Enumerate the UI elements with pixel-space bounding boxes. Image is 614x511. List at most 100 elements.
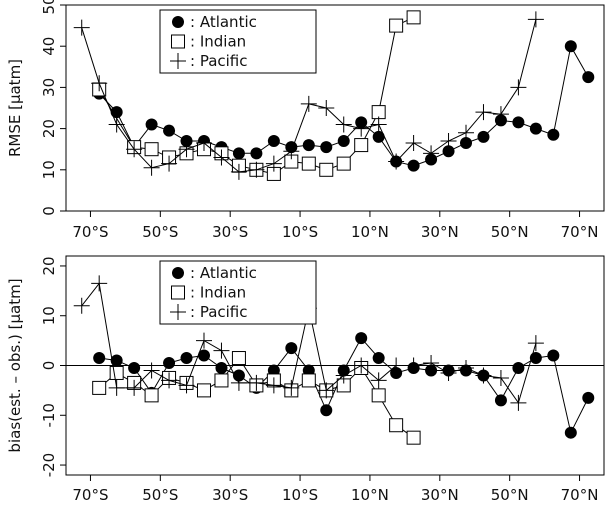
- y-tick-label: 0: [40, 361, 58, 371]
- x-tick-label: 70°S: [72, 486, 108, 504]
- x-tick-label: 70°N: [561, 223, 599, 241]
- data-point: [126, 141, 143, 158]
- legend-label: : Pacific: [190, 303, 248, 321]
- data-point: [372, 130, 385, 143]
- data-point: [353, 120, 370, 137]
- data-point: [301, 156, 316, 171]
- series-plus: [73, 275, 544, 411]
- data-point: [389, 18, 404, 33]
- data-point: [144, 142, 159, 157]
- data-point: [163, 357, 176, 370]
- legend-label: : Indian: [190, 33, 246, 51]
- x-tick-label: 10°S: [282, 486, 318, 504]
- data-point: [300, 95, 317, 112]
- data-point: [582, 71, 595, 84]
- data-point: [318, 100, 335, 116]
- data-point: [267, 134, 280, 147]
- data-point: [353, 357, 370, 374]
- legend-marker: [172, 16, 184, 28]
- data-point: [337, 134, 350, 147]
- data-point: [423, 355, 440, 372]
- data-point: [285, 342, 298, 355]
- data-point: [388, 357, 405, 374]
- data-point: [320, 141, 333, 154]
- data-point: [178, 377, 195, 394]
- data-point: [231, 351, 246, 366]
- panel-2: -20 -10 0 10 20 70°S 50°S 30°S 10°S 10°N 30°N 50°N 7…: [6, 255, 605, 504]
- data-point: [547, 349, 560, 362]
- data-point: [512, 116, 525, 129]
- data-point: [529, 122, 542, 135]
- data-point: [389, 418, 404, 433]
- data-point: [108, 116, 125, 133]
- data-point: [527, 11, 544, 28]
- panel-1: 0 10 20 30 40 50 70°S 50°S 30°S 10°S 10°N 30°N 50°N 7…: [6, 0, 605, 241]
- data-point: [108, 379, 125, 396]
- data-point: [265, 155, 282, 172]
- x-tick-label: 10°N: [351, 486, 389, 504]
- data-point: [93, 352, 106, 365]
- data-point: [283, 379, 300, 396]
- data-point: [126, 379, 143, 396]
- data-point: [371, 388, 386, 403]
- x-tick-label: 10°S: [282, 223, 318, 241]
- data-point: [440, 132, 457, 149]
- x-tick-label: 30°N: [421, 486, 459, 504]
- y-tick-label: 0: [40, 206, 58, 216]
- data-point: [442, 145, 455, 158]
- data-point: [406, 10, 421, 25]
- data-point: [320, 404, 333, 417]
- legend-marker: [170, 53, 186, 69]
- data-point: [423, 145, 440, 162]
- data-point: [230, 374, 247, 391]
- data-point: [91, 75, 108, 92]
- legend-box: [159, 9, 317, 74]
- x-tick-label: 30°S: [212, 223, 248, 241]
- data-point: [354, 138, 369, 153]
- data-point: [143, 362, 160, 379]
- x-tick-label: 10°N: [351, 223, 389, 241]
- series-plus: [73, 11, 544, 180]
- legend-marker: [171, 285, 185, 300]
- data-point: [109, 365, 124, 380]
- data-point: [214, 373, 229, 388]
- data-point: [161, 372, 178, 389]
- data-point: [145, 118, 158, 131]
- data-point: [335, 367, 352, 384]
- y-tick-label: 50: [40, 0, 58, 15]
- plot-frame: [65, 4, 605, 212]
- data-point: [458, 359, 475, 376]
- data-point: [512, 361, 525, 374]
- data-point: [163, 124, 176, 137]
- data-point: [492, 106, 509, 123]
- data-point: [477, 130, 490, 143]
- data-point: [460, 137, 473, 150]
- data-point: [475, 104, 492, 121]
- y-tick-label: -20: [40, 453, 58, 478]
- data-point: [144, 388, 159, 403]
- data-point: [564, 40, 577, 53]
- legend-label: : Pacific: [190, 52, 248, 70]
- legend: : Atlantic : Indian: Pacific: [159, 9, 317, 74]
- legend-label: : Atlantic: [190, 264, 257, 282]
- x-tick-label: 50°S: [142, 486, 178, 504]
- data-point: [372, 352, 385, 365]
- data-point: [458, 124, 475, 141]
- legend-marker: [171, 34, 185, 49]
- x-tick-label: 50°N: [491, 223, 529, 241]
- data-point: [92, 380, 107, 395]
- y-tick-label: 30: [40, 78, 58, 97]
- data-point: [215, 361, 228, 374]
- data-point: [355, 332, 368, 345]
- data-point: [406, 430, 421, 445]
- legend-label: : Indian: [190, 284, 246, 302]
- x-tick-label: 70°S: [72, 223, 108, 241]
- data-point: [195, 135, 212, 152]
- data-point: [388, 153, 405, 170]
- data-point: [180, 134, 193, 147]
- data-point: [494, 394, 507, 407]
- data-point: [336, 156, 351, 171]
- data-point: [582, 391, 595, 404]
- legend-label: : Atlantic: [190, 13, 257, 31]
